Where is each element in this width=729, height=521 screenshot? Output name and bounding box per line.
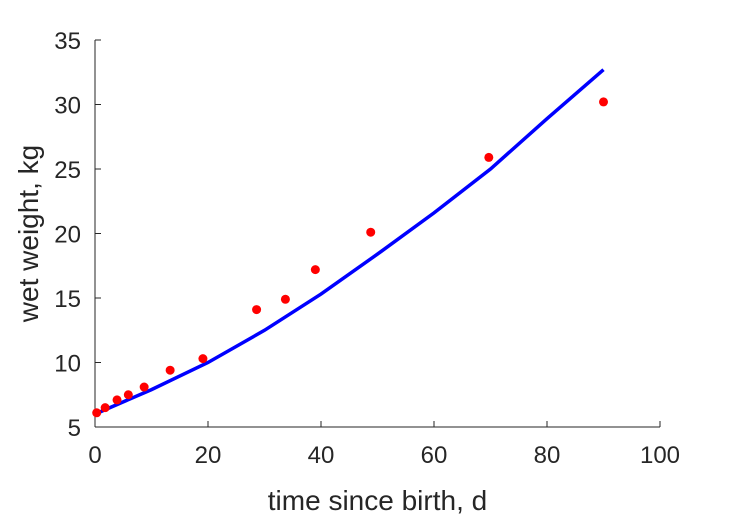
plot-area — [92, 68, 608, 418]
data-point — [100, 403, 110, 413]
x-tick-label: 40 — [308, 442, 335, 469]
data-point — [252, 305, 262, 315]
y-tick-label: 35 — [54, 28, 81, 55]
data-point — [280, 294, 290, 304]
x-tick-label: 100 — [640, 442, 680, 469]
x-ticks: 0 20 40 60 80 100 — [88, 421, 680, 469]
y-tick-label: 10 — [54, 351, 81, 378]
y-tick-label: 25 — [54, 157, 81, 184]
data-point — [198, 354, 208, 364]
data-point — [484, 152, 494, 162]
data-point — [366, 227, 376, 237]
y-axis-label: wet weight, kg — [13, 145, 44, 323]
y-ticks: 5 10 15 20 25 30 35 — [54, 28, 101, 442]
x-tick-label: 60 — [421, 442, 448, 469]
data-point — [92, 408, 102, 418]
data-point — [112, 395, 122, 405]
x-tick-label: 20 — [195, 442, 222, 469]
data-point — [599, 97, 608, 107]
x-axis-label: time since birth, d — [268, 485, 487, 516]
y-tick-label: 5 — [68, 415, 81, 442]
data-point — [139, 382, 149, 392]
data-point — [123, 390, 133, 400]
y-tick-label: 15 — [54, 286, 81, 313]
x-tick-label: 0 — [88, 442, 101, 469]
y-tick-label: 30 — [54, 93, 81, 120]
fit-curve — [94, 68, 605, 416]
y-tick-label: 20 — [54, 222, 81, 249]
data-point — [165, 365, 175, 375]
data-point — [310, 265, 320, 275]
x-tick-label: 80 — [534, 442, 561, 469]
axes — [94, 40, 660, 428]
